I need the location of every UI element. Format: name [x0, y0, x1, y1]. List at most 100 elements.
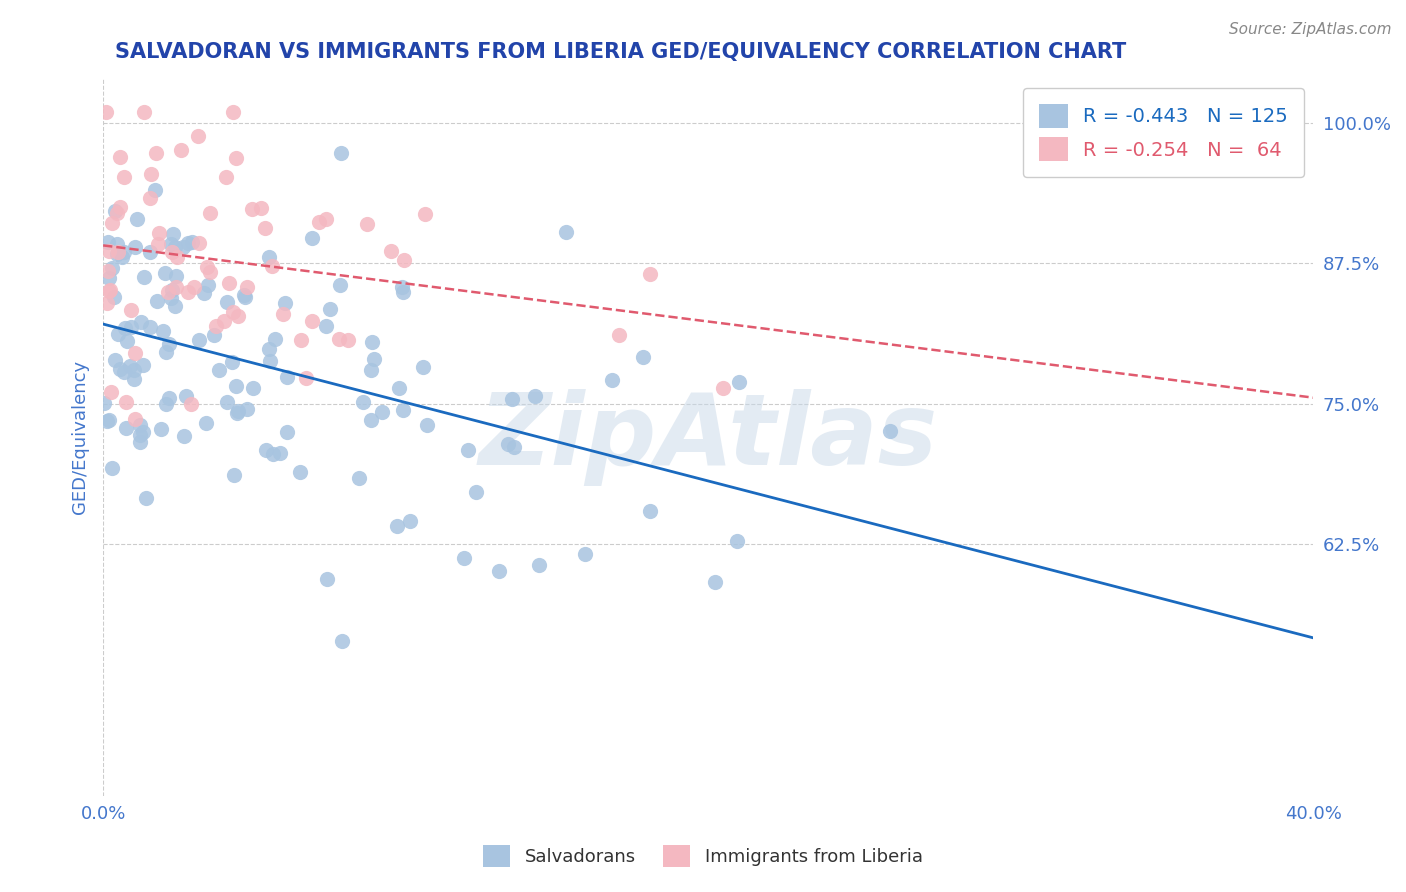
Point	[704, 575, 727, 590]
Point	[112, 170, 135, 185]
Point	[488, 564, 510, 578]
Legend: Salvadorans, Immigrants from Liberia: Salvadorans, Immigrants from Liberia	[477, 838, 929, 874]
Point	[226, 404, 249, 418]
Point	[226, 406, 249, 420]
Point	[204, 318, 226, 333]
Point	[155, 344, 177, 359]
Point	[274, 296, 297, 310]
Point	[315, 319, 337, 334]
Point	[107, 244, 129, 259]
Point	[202, 327, 225, 342]
Point	[173, 428, 195, 442]
Point	[638, 268, 661, 282]
Point	[194, 416, 217, 430]
Y-axis label: GED/Equivalency: GED/Equivalency	[72, 360, 89, 515]
Point	[232, 287, 254, 301]
Point	[124, 240, 146, 254]
Point	[290, 465, 312, 479]
Point	[146, 294, 169, 309]
Point	[271, 307, 294, 321]
Point	[301, 314, 323, 328]
Point	[100, 460, 122, 475]
Point	[114, 395, 136, 409]
Point	[129, 428, 152, 442]
Point	[347, 471, 370, 485]
Point	[457, 442, 479, 457]
Point	[391, 280, 413, 294]
Point	[607, 328, 630, 343]
Point	[98, 271, 121, 285]
Point	[114, 321, 136, 335]
Point	[122, 362, 145, 376]
Point	[115, 334, 138, 348]
Point	[294, 370, 316, 384]
Point	[120, 303, 142, 318]
Point	[524, 389, 547, 403]
Point	[264, 332, 287, 346]
Point	[112, 365, 135, 379]
Point	[363, 351, 385, 366]
Point	[257, 342, 280, 356]
Point	[496, 436, 519, 450]
Point	[96, 296, 118, 310]
Point	[262, 447, 284, 461]
Point	[157, 285, 180, 300]
Point	[412, 359, 434, 374]
Point	[574, 547, 596, 561]
Point	[160, 291, 183, 305]
Point	[97, 264, 120, 278]
Point	[125, 212, 148, 227]
Point	[162, 227, 184, 241]
Point	[122, 372, 145, 386]
Point	[315, 572, 337, 586]
Point	[139, 167, 162, 181]
Point	[879, 424, 901, 438]
Point	[132, 269, 155, 284]
Point	[143, 183, 166, 197]
Point	[139, 320, 162, 334]
Point	[105, 206, 128, 220]
Point	[453, 550, 475, 565]
Text: SALVADORAN VS IMMIGRANTS FROM LIBERIA GED/EQUIVALENCY CORRELATION CHART: SALVADORAN VS IMMIGRANTS FROM LIBERIA GE…	[115, 42, 1126, 62]
Point	[146, 236, 169, 251]
Point	[124, 345, 146, 359]
Point	[218, 276, 240, 290]
Point	[166, 250, 188, 264]
Point	[725, 533, 748, 548]
Point	[527, 558, 550, 572]
Point	[254, 221, 277, 235]
Point	[221, 355, 243, 369]
Point	[352, 395, 374, 409]
Point	[319, 301, 342, 316]
Point	[98, 285, 121, 299]
Point	[94, 105, 117, 120]
Point	[501, 392, 523, 407]
Point	[240, 202, 263, 217]
Text: Source: ZipAtlas.com: Source: ZipAtlas.com	[1229, 22, 1392, 37]
Point	[181, 235, 204, 249]
Point	[177, 236, 200, 251]
Point	[503, 440, 526, 454]
Point	[148, 226, 170, 240]
Point	[160, 283, 183, 297]
Point	[329, 278, 352, 293]
Point	[115, 421, 138, 435]
Point	[159, 237, 181, 252]
Point	[165, 268, 187, 283]
Point	[174, 389, 197, 403]
Point	[108, 362, 131, 376]
Point	[225, 151, 247, 165]
Point	[221, 305, 243, 319]
Point	[254, 442, 277, 457]
Point	[110, 200, 132, 214]
Point	[392, 403, 415, 417]
Point	[290, 333, 312, 347]
Point	[371, 405, 394, 419]
Point	[180, 397, 202, 411]
Point	[97, 235, 120, 249]
Point	[103, 290, 125, 304]
Point	[104, 204, 127, 219]
Point	[711, 381, 734, 395]
Point	[96, 414, 118, 428]
Point	[236, 402, 259, 417]
